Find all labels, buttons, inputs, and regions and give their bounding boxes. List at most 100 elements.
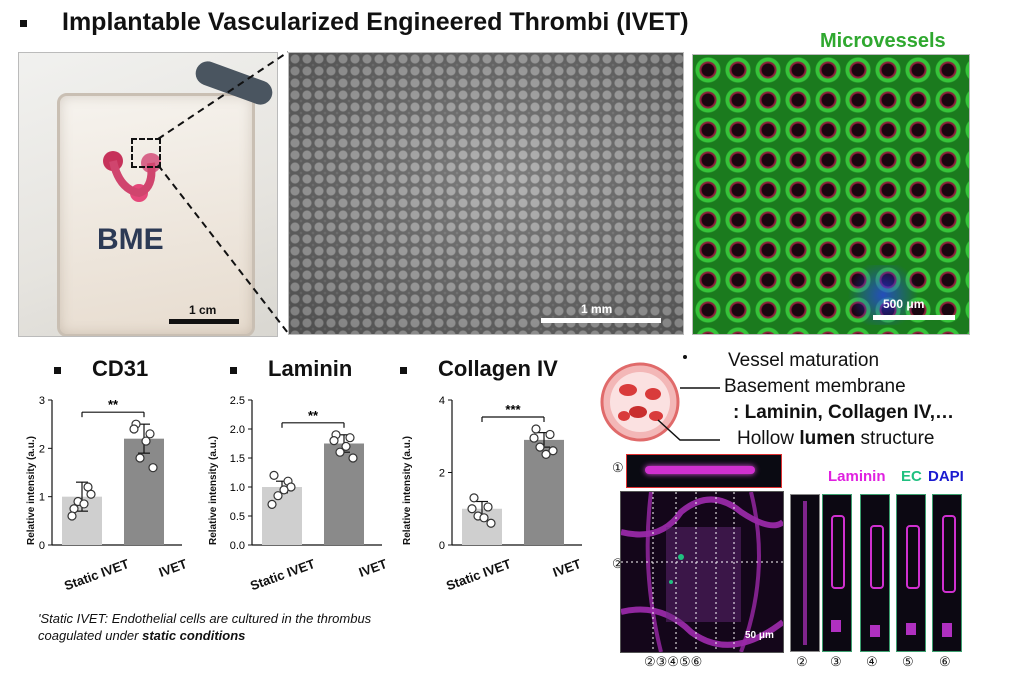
chart2-xlabel-static: Static IVET bbox=[248, 556, 318, 594]
y-tick-label: 2 bbox=[39, 443, 45, 455]
significance-label: ** bbox=[108, 397, 119, 412]
bme-logo-text: BME bbox=[97, 223, 164, 256]
device-photo: BME 1 cm bbox=[18, 52, 278, 337]
data-point bbox=[535, 442, 545, 452]
significance-label: *** bbox=[505, 402, 521, 417]
maturation-line3: : Laminin, Collagen IV,… bbox=[733, 402, 954, 423]
maturation-bullet bbox=[683, 355, 687, 359]
data-point bbox=[145, 429, 155, 439]
data-point bbox=[479, 513, 489, 523]
data-point bbox=[531, 424, 541, 434]
laminin-chart: 0.0 0.5 1.0 1.5 2.0 2.5 ** bbox=[230, 395, 382, 552]
bottom-number-2: ② bbox=[796, 654, 808, 669]
data-point bbox=[279, 485, 289, 495]
device-pouch bbox=[57, 93, 255, 336]
footnote-line2: coagulated under static conditions bbox=[38, 628, 246, 643]
bottom-number-3: ③ bbox=[830, 654, 842, 669]
yz-slice-2 bbox=[790, 494, 820, 652]
data-point bbox=[467, 504, 477, 514]
microvessel-image: 500 μm bbox=[692, 54, 970, 335]
confocal-xy-image: 50 μm bbox=[620, 491, 784, 653]
title-bullet bbox=[20, 20, 27, 27]
data-point bbox=[273, 491, 283, 501]
y-tick-label: 2 bbox=[439, 468, 445, 480]
y-tick-label: 4 bbox=[439, 395, 445, 407]
footnote: 'Static IVET: Endothelial cells are cult… bbox=[38, 610, 598, 644]
yz-slice-5 bbox=[896, 494, 926, 652]
data-point bbox=[267, 499, 277, 510]
bar-ivet bbox=[324, 443, 364, 545]
legend-laminin: Laminin bbox=[828, 468, 886, 485]
data-point bbox=[486, 518, 496, 528]
marker-2-label: ② bbox=[612, 556, 624, 571]
data-point bbox=[345, 433, 355, 443]
data-point bbox=[329, 435, 339, 446]
bme-logo-icon bbox=[103, 151, 161, 202]
bar-ivet bbox=[124, 438, 164, 545]
data-point bbox=[335, 447, 345, 457]
data-point bbox=[548, 446, 558, 456]
bottom-number-group: ②③④⑤⑥ bbox=[644, 654, 703, 669]
chart3-xlabel-static: Static IVET bbox=[444, 556, 514, 594]
chart2-bullet bbox=[230, 367, 237, 374]
legend-dapi: DAPI bbox=[928, 468, 964, 485]
callout-lines bbox=[657, 387, 720, 441]
yz-slice-3 bbox=[822, 494, 852, 652]
chart1-bullet bbox=[54, 367, 61, 374]
zoom-box bbox=[131, 138, 161, 168]
y-tick-label: 1.5 bbox=[230, 453, 245, 465]
data-point bbox=[541, 449, 551, 459]
data-point bbox=[141, 436, 151, 446]
legend-ec: EC bbox=[901, 468, 922, 485]
data-point bbox=[483, 502, 493, 512]
significance-label: ** bbox=[308, 408, 319, 423]
yz-slice-6 bbox=[932, 494, 962, 652]
data-point bbox=[67, 511, 77, 521]
y-tick-label: 0.0 bbox=[230, 540, 245, 552]
data-point bbox=[129, 424, 139, 434]
data-point bbox=[529, 433, 539, 443]
bottom-number-4: ④ bbox=[866, 654, 878, 669]
chart3-bullet bbox=[400, 367, 407, 374]
confocal-scale-label: 50 μm bbox=[745, 630, 774, 641]
zoom-lines bbox=[157, 51, 289, 334]
collagen-chart: 0 2 4 *** bbox=[439, 395, 582, 552]
bottom-number-6: ⑥ bbox=[939, 654, 951, 669]
y-tick-label: 0.5 bbox=[230, 511, 245, 523]
marker-1-label: ① bbox=[612, 460, 624, 475]
data-point bbox=[148, 463, 158, 473]
chart1-xlabel-static: Static IVET bbox=[62, 556, 132, 594]
maturation-line4: Hollow lumen structure bbox=[737, 428, 935, 449]
y-tick-label: 3 bbox=[39, 395, 45, 407]
chart2-heading: Laminin bbox=[268, 356, 353, 381]
chart3-heading: Collagen IV bbox=[438, 356, 558, 381]
y-tick-label: 0 bbox=[39, 540, 45, 552]
yz-slice-4 bbox=[860, 494, 890, 652]
data-point bbox=[469, 493, 479, 503]
y-tick-label: 1 bbox=[39, 492, 45, 504]
y-tick-label: 0 bbox=[439, 540, 445, 552]
data-point bbox=[341, 441, 351, 452]
data-point bbox=[135, 453, 145, 463]
maturation-line2: Basement membrane bbox=[724, 376, 906, 397]
cd31-chart: 0 1 2 3 ** bbox=[39, 395, 182, 552]
confocal-xz-strip bbox=[626, 454, 782, 488]
fluor-scale-bar bbox=[873, 315, 955, 320]
brightfield-image: 1 mm bbox=[288, 52, 684, 335]
maturation-line1: Vessel maturation bbox=[728, 350, 880, 371]
brightfield-scale-label: 1 mm bbox=[581, 302, 613, 316]
fluor-title: Microvessels bbox=[820, 30, 946, 52]
bottom-number-5: ⑤ bbox=[902, 654, 914, 669]
y-tick-label: 1.0 bbox=[230, 482, 245, 494]
data-point bbox=[348, 453, 358, 463]
data-point bbox=[79, 499, 89, 509]
data-point bbox=[545, 429, 555, 440]
data-point bbox=[86, 489, 96, 499]
chart1-heading: CD31 bbox=[92, 356, 149, 381]
data-point bbox=[269, 470, 279, 481]
footnote-line1: 'Static IVET: Endothelial cells are cult… bbox=[38, 611, 372, 626]
fluor-scale-label: 500 μm bbox=[883, 297, 925, 311]
brightfield-scale-bar bbox=[541, 318, 661, 323]
page-title: Implantable Vascularized Engineered Thro… bbox=[62, 8, 689, 36]
photo-scale-bar bbox=[169, 319, 239, 324]
